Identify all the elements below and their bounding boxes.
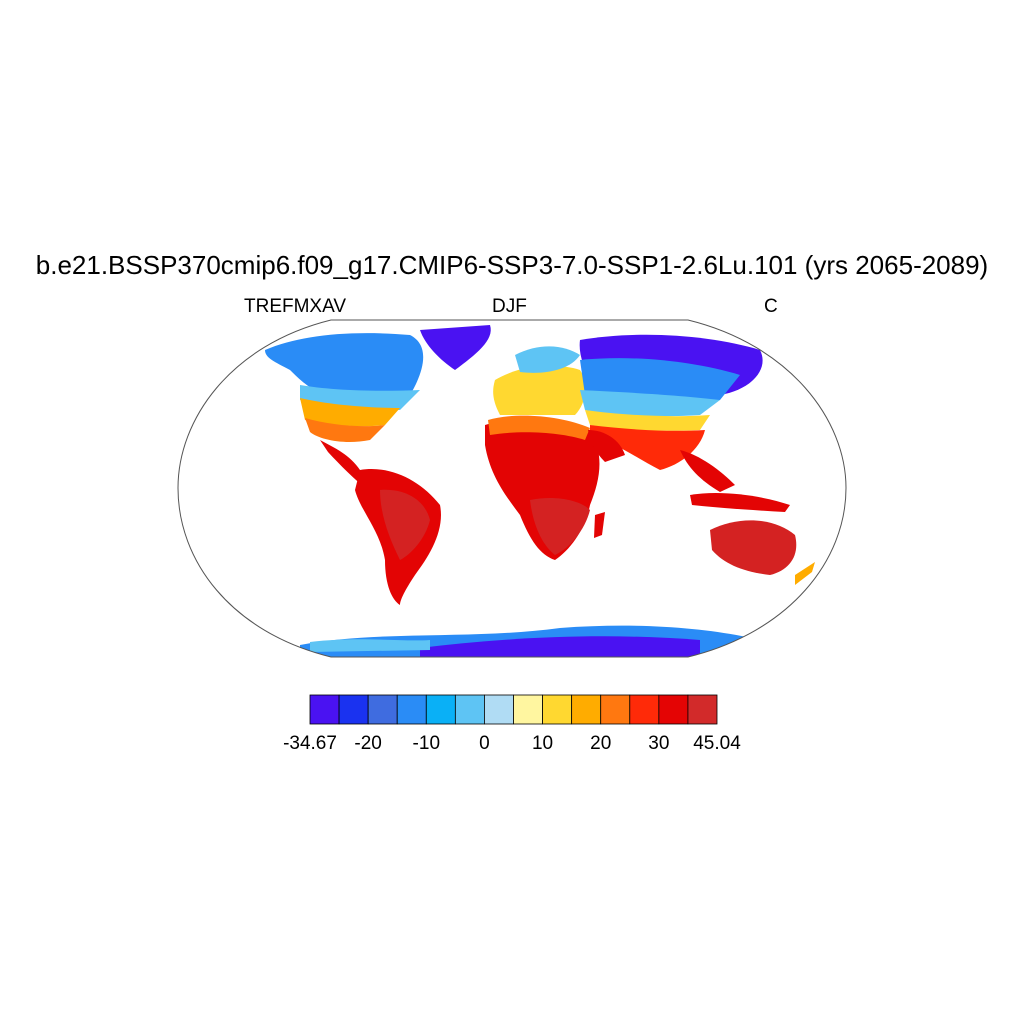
south-asia (590, 425, 705, 470)
scandinavia (515, 346, 580, 373)
season-label: DJF (492, 296, 527, 317)
asia-mid (580, 390, 720, 417)
colorbar-tick-label: 20 (590, 733, 612, 754)
colorbar-swatch (484, 694, 514, 725)
north-america-south (305, 418, 385, 443)
new-zealand (795, 562, 815, 585)
colorbar-tick-label: 45.04 (693, 733, 741, 754)
antarctica-coast (310, 639, 430, 652)
asia-cold-band (580, 358, 740, 403)
colorbar-swatch (454, 694, 485, 725)
greenland (420, 325, 491, 370)
europe (493, 365, 586, 415)
north-america-north (265, 333, 424, 400)
south-america-interior (380, 489, 430, 560)
africa-south (530, 498, 590, 555)
madagascar (594, 512, 605, 538)
australia (710, 520, 797, 575)
colorbar-swatch (338, 694, 369, 725)
colorbar-tick-label: -20 (354, 733, 382, 754)
colorbar-swatch (309, 694, 340, 725)
colorbar-tick-label: -10 (412, 733, 441, 754)
indonesia (690, 493, 790, 512)
variable-name: TREFMXAV (244, 296, 347, 317)
antarctica-interior (420, 636, 700, 657)
colorbar-tick-label: 0 (479, 733, 490, 754)
colorbar-swatch (687, 694, 718, 725)
colorbar-tick-label: -34.67 (283, 733, 337, 754)
colorbar-swatch (367, 694, 398, 725)
arabia (588, 430, 625, 462)
africa-north (488, 415, 590, 440)
colorbar-swatch (425, 694, 456, 725)
colorbar-swatch (658, 694, 689, 725)
units-label: C (764, 296, 778, 317)
colorbar-swatch (542, 694, 573, 725)
colorbar-swatch (396, 694, 427, 725)
southeast-asia (680, 450, 735, 492)
colorbar-swatch (513, 694, 543, 725)
plot-title: b.e21.BSSP370cmip6.f09_g17.CMIP6-SSP3-7.… (35, 250, 989, 280)
colorbar-swatch (629, 694, 660, 725)
north-america-warm (300, 398, 400, 427)
land-layer (265, 325, 815, 657)
colorbar-swatch (571, 694, 602, 725)
globe-outline (177, 319, 847, 658)
colorbar-tick-label: 10 (531, 733, 554, 754)
colorbar (309, 694, 718, 725)
asia-warm (585, 410, 710, 431)
colorbar-tick-label: 30 (648, 733, 670, 754)
colorbar-swatch (600, 694, 631, 725)
